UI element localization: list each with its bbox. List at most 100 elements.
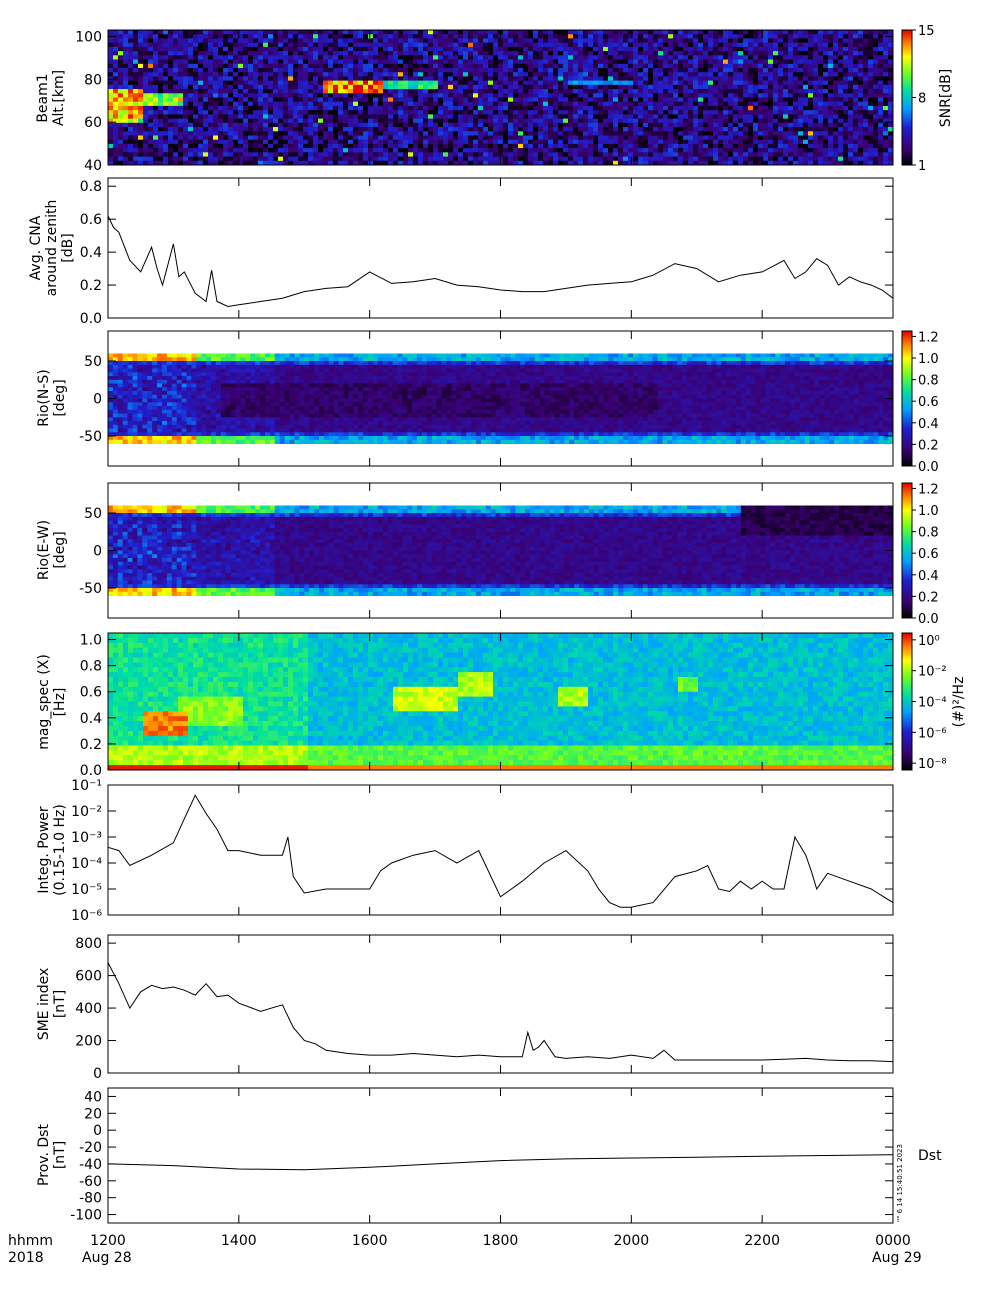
snr-cell: [838, 60, 843, 65]
snr-cell: [618, 76, 623, 81]
snr-cell: [433, 30, 438, 35]
snr-cell: [323, 51, 328, 56]
snr-cell: [363, 89, 368, 94]
snr-cell: [768, 114, 773, 119]
snr-cell: [168, 136, 173, 141]
snr-cell: [658, 148, 663, 153]
snr-cell: [683, 89, 688, 94]
snr-cell: [678, 64, 683, 69]
snr-cell: [453, 123, 458, 128]
snr-cell: [373, 157, 378, 162]
snr-cell: [703, 157, 708, 162]
snr-cell: [238, 47, 243, 52]
snr-cell: [138, 30, 143, 35]
snr-cell: [143, 123, 148, 128]
snr-cell: [838, 85, 843, 90]
snr-cell: [773, 85, 778, 90]
snr-cell: [833, 98, 838, 103]
snr-cell: [273, 123, 278, 128]
snr-cell: [688, 64, 693, 69]
snr-cell: [273, 136, 278, 141]
snr-cell: [263, 140, 268, 145]
snr-cell: [408, 34, 413, 39]
snr-cell: [773, 144, 778, 149]
snr-cell: [658, 127, 663, 132]
snr-cell: [473, 34, 478, 39]
snr-cell: [538, 136, 543, 141]
snr-cell: [673, 43, 678, 48]
snr-cell: [233, 157, 238, 162]
snr-cell: [798, 93, 803, 98]
snr-cell: [368, 34, 373, 39]
snr-cell: [128, 34, 133, 39]
snr-cell: [353, 102, 358, 107]
snr-cell: [583, 60, 588, 65]
snr-cell: [718, 47, 723, 52]
snr-cell: [593, 140, 598, 145]
snr-cell: [793, 85, 798, 90]
snr-cell: [608, 34, 613, 39]
snr-cell: [153, 72, 158, 77]
snr-cell: [648, 64, 653, 69]
snr-cell: [553, 123, 558, 128]
snr-cell: [818, 123, 823, 128]
snr-cell: [143, 76, 148, 81]
snr-cell: [408, 98, 413, 103]
snr-cell: [553, 114, 558, 119]
snr-cell: [458, 114, 463, 119]
snr-cell: [658, 157, 663, 162]
snr-cell: [883, 136, 888, 141]
snr-cell: [618, 136, 623, 141]
snr-cell: [278, 148, 283, 153]
snr-cell: [778, 110, 783, 115]
snr-cell: [828, 119, 833, 124]
snr-cell: [503, 38, 508, 43]
snr-cell: [123, 157, 128, 162]
snr-cell: [403, 152, 408, 157]
snr-cell: [788, 102, 793, 107]
snr-cell: [228, 114, 233, 119]
snr-cell: [843, 144, 848, 149]
snr-cell: [758, 89, 763, 94]
snr-cell: [448, 68, 453, 73]
snr-cell: [208, 140, 213, 145]
snr-cell: [613, 140, 618, 145]
snr-cell: [708, 102, 713, 107]
snr-cell: [863, 81, 868, 86]
snr-cell: [358, 64, 363, 69]
snr-cell: [623, 68, 628, 73]
snr-cell: [628, 157, 633, 162]
snr-cell: [203, 157, 208, 162]
snr-cell: [263, 34, 268, 39]
snr-cell: [733, 89, 738, 94]
snr-cell: [728, 102, 733, 107]
snr-cell: [333, 60, 338, 65]
snr-cell: [448, 47, 453, 52]
snr-cell: [418, 106, 423, 111]
snr-cell: [158, 51, 163, 56]
snr-cell: [363, 60, 368, 65]
snr-cell: [628, 127, 633, 132]
snr-cell: [853, 114, 858, 119]
snr-cell: [488, 148, 493, 153]
snr-cell: [793, 152, 798, 157]
snr-cell: [383, 152, 388, 157]
snr-cell: [433, 72, 438, 77]
snr-cell: [668, 157, 673, 162]
snr-cell: [458, 51, 463, 56]
snr-cell: [698, 110, 703, 115]
snr-cell: [138, 68, 143, 73]
snr-cell: [133, 72, 138, 77]
snr-cell: [783, 140, 788, 145]
snr-cell: [488, 34, 493, 39]
snr-cell: [263, 60, 268, 65]
snr-cell: [203, 114, 208, 119]
snr-cell: [178, 144, 183, 149]
snr-cell: [428, 43, 433, 48]
snr-cell: [463, 72, 468, 77]
snr-cell: [323, 93, 328, 98]
snr-cell: [428, 110, 433, 115]
snr-cell: [353, 119, 358, 124]
snr-cell: [653, 47, 658, 52]
snr-cell: [523, 30, 528, 35]
